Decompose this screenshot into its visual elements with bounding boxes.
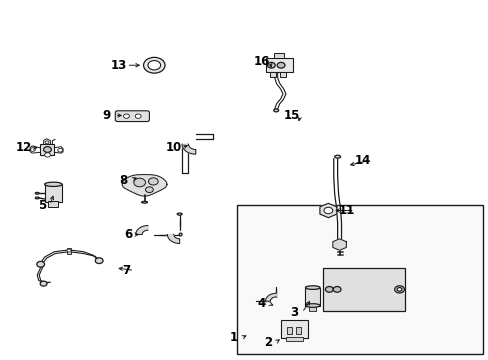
Circle shape <box>58 148 62 152</box>
Text: 7: 7 <box>122 264 130 277</box>
Polygon shape <box>136 226 148 234</box>
Bar <box>281 320 307 338</box>
Bar <box>322 268 345 311</box>
Circle shape <box>37 261 44 267</box>
Ellipse shape <box>35 192 39 194</box>
Text: 5: 5 <box>38 199 46 212</box>
Text: 8: 8 <box>119 174 127 186</box>
Circle shape <box>43 147 51 152</box>
Text: 3: 3 <box>289 306 298 319</box>
Bar <box>295 327 300 334</box>
Ellipse shape <box>305 286 320 289</box>
Circle shape <box>148 178 158 185</box>
Circle shape <box>324 207 332 214</box>
Text: 15: 15 <box>284 109 300 122</box>
Bar <box>273 53 284 58</box>
Bar <box>48 201 58 207</box>
Bar <box>237 205 483 354</box>
Bar <box>40 144 54 155</box>
Ellipse shape <box>305 304 320 307</box>
Bar <box>44 184 62 202</box>
Circle shape <box>40 281 47 286</box>
Ellipse shape <box>142 201 147 203</box>
Circle shape <box>143 57 164 73</box>
Bar <box>66 248 71 253</box>
Text: 14: 14 <box>354 154 370 167</box>
Circle shape <box>95 258 103 264</box>
Ellipse shape <box>177 213 182 215</box>
Bar <box>322 268 345 311</box>
Text: 11: 11 <box>338 204 354 217</box>
Ellipse shape <box>44 182 62 186</box>
Bar <box>285 337 303 341</box>
Bar <box>266 58 293 72</box>
Polygon shape <box>265 293 276 301</box>
Circle shape <box>394 286 404 293</box>
Text: 9: 9 <box>102 109 111 122</box>
Text: 12: 12 <box>16 141 32 154</box>
Text: 13: 13 <box>110 59 126 72</box>
Bar <box>270 72 276 77</box>
Circle shape <box>396 288 401 291</box>
Text: 2: 2 <box>264 336 271 348</box>
Circle shape <box>267 62 275 68</box>
Text: 4: 4 <box>257 297 265 310</box>
Circle shape <box>67 249 71 252</box>
Circle shape <box>145 187 153 193</box>
Bar <box>280 72 285 77</box>
Circle shape <box>45 141 49 144</box>
Circle shape <box>325 287 332 292</box>
Ellipse shape <box>334 155 340 158</box>
Circle shape <box>44 153 50 157</box>
Polygon shape <box>182 144 195 154</box>
Circle shape <box>332 287 340 292</box>
Ellipse shape <box>35 197 39 199</box>
Circle shape <box>134 178 145 187</box>
Bar <box>305 288 320 306</box>
Polygon shape <box>122 175 166 196</box>
Bar <box>286 327 291 334</box>
Bar <box>322 268 405 311</box>
Text: 16: 16 <box>253 55 269 68</box>
Polygon shape <box>332 239 346 250</box>
Text: 6: 6 <box>124 228 132 241</box>
Circle shape <box>135 114 141 118</box>
Ellipse shape <box>179 233 182 236</box>
Text: 1: 1 <box>229 331 237 344</box>
Polygon shape <box>319 203 336 218</box>
Ellipse shape <box>273 109 278 112</box>
Circle shape <box>123 114 129 118</box>
Polygon shape <box>167 234 179 243</box>
FancyBboxPatch shape <box>115 111 149 122</box>
Text: 10: 10 <box>165 141 182 154</box>
Circle shape <box>277 62 285 68</box>
Bar <box>309 305 316 311</box>
Circle shape <box>30 148 35 151</box>
Circle shape <box>148 60 160 70</box>
